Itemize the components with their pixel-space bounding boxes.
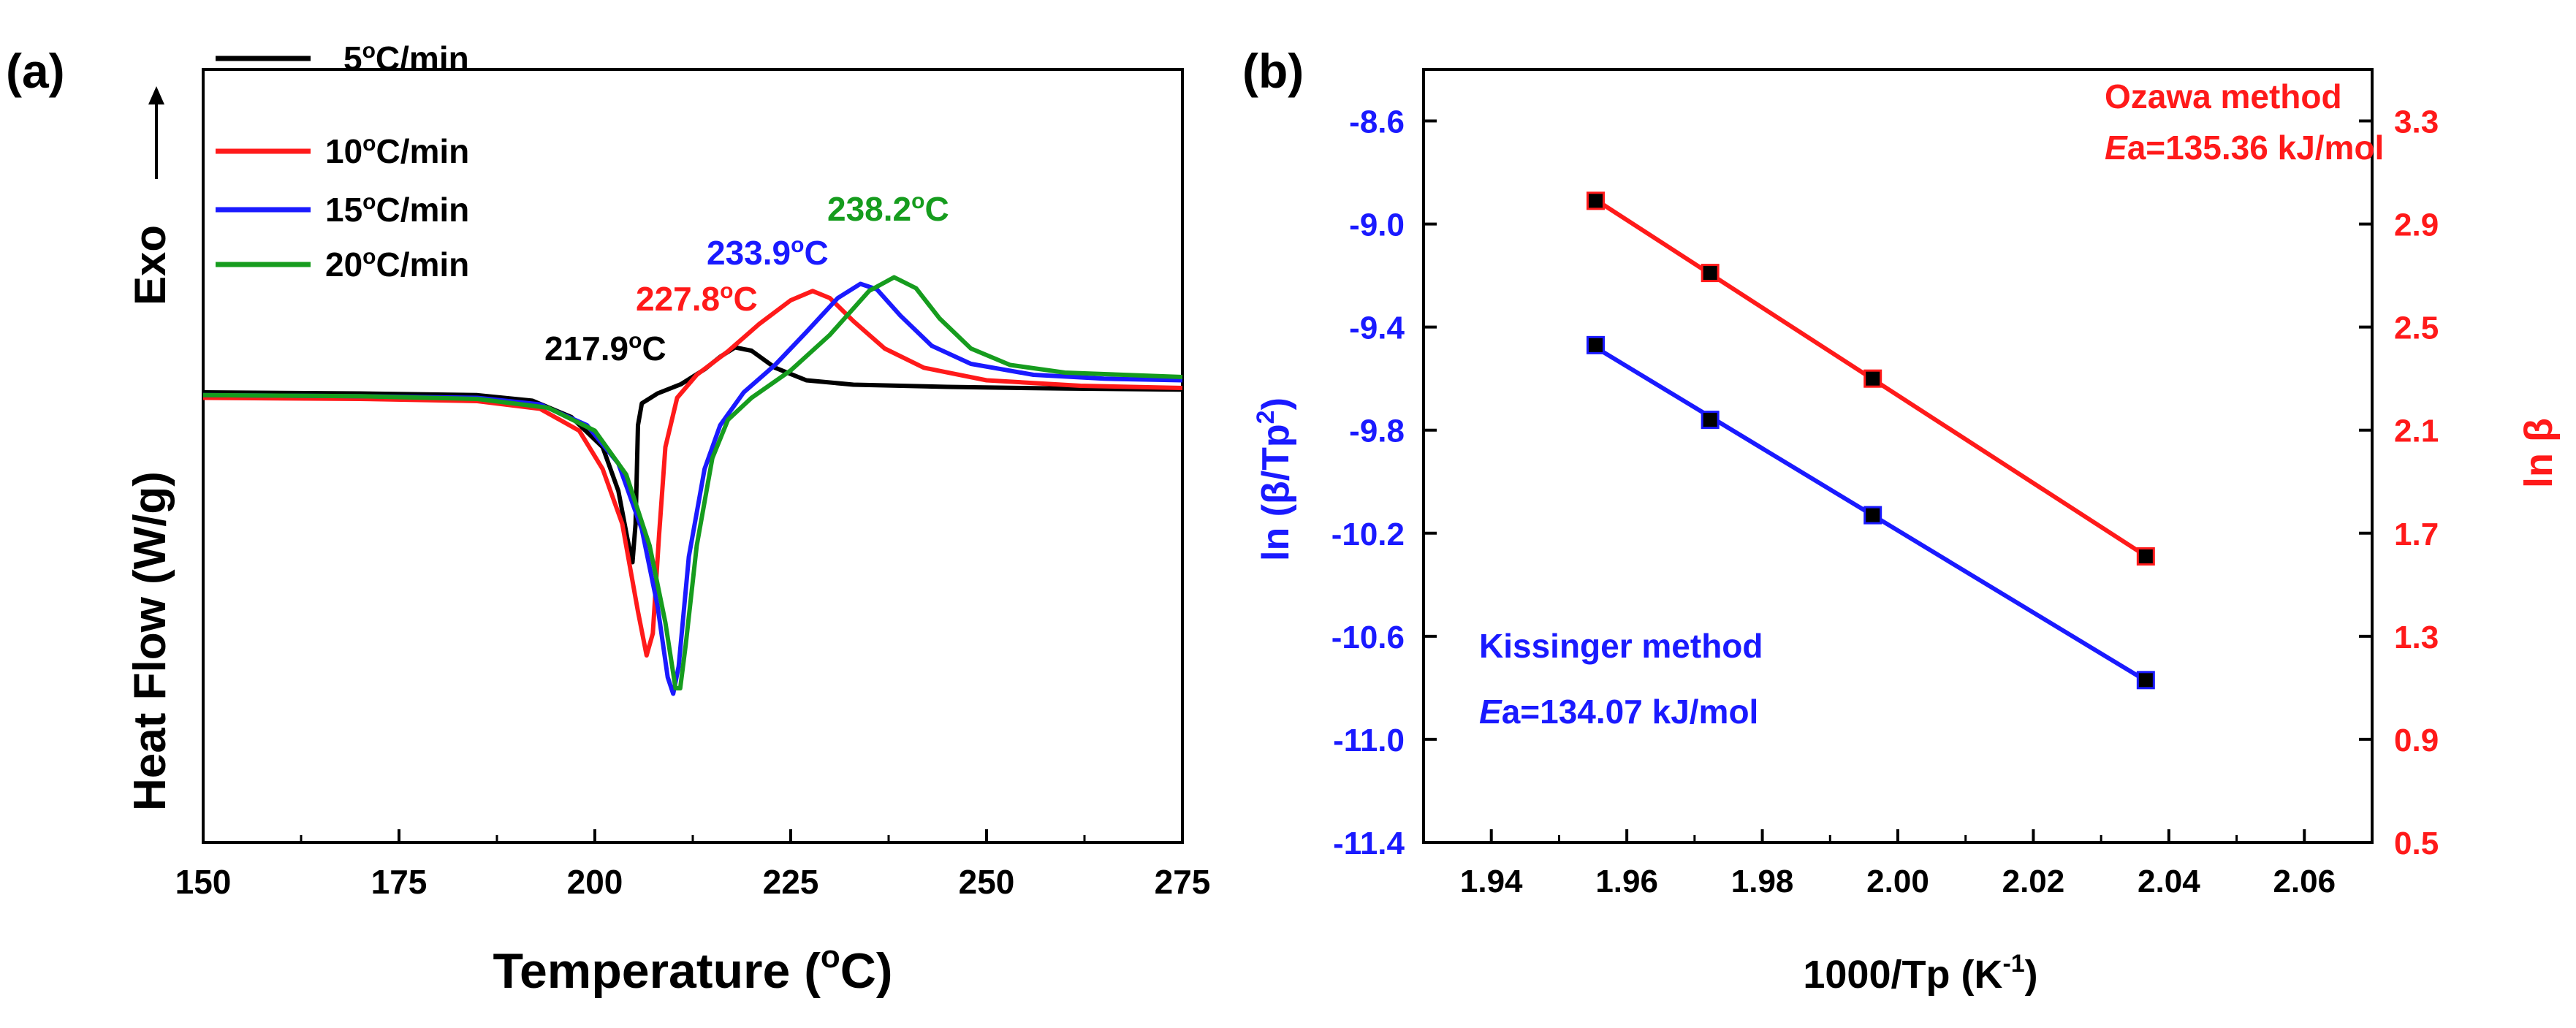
legend-label-20: 20oC/min	[325, 245, 469, 283]
x-tick-label: 2.00	[1866, 864, 1929, 899]
x-tick-label: 2.06	[2273, 864, 2336, 899]
ozawa-ea-label: Ea=135.36 kJ/mol	[2105, 129, 2384, 167]
x-tick-label: 200	[567, 863, 623, 901]
x-tick-label: 150	[175, 863, 232, 901]
legend-label-15: 15oC/min	[325, 190, 469, 229]
left-tick-label: -10.2	[1331, 517, 1405, 552]
peak-label-10: 227.8oC	[636, 279, 758, 318]
panel-b-right-axis-label: ln β	[2517, 418, 2561, 488]
right-tick-label: 1.3	[2394, 620, 2439, 655]
dsc-curve-20	[202, 275, 1183, 690]
left-tick-label: -8.6	[1349, 104, 1405, 140]
x-tick-label: 1.94	[1460, 864, 1523, 899]
right-tick-label: 1.7	[2394, 517, 2439, 552]
left-tick-label: -9.4	[1349, 311, 1405, 346]
left-tick-label: -9.0	[1349, 207, 1405, 243]
x-tick-label: 2.04	[2138, 864, 2200, 899]
panel-a-label: (a)	[6, 44, 65, 98]
panel-a-y-label: Heat Flow (W/g)	[125, 471, 175, 811]
peak-label-15: 233.9oC	[707, 233, 829, 272]
panel-b-left-ticks: -8.6 -9.0 -9.4 -9.8 -10.2 -10.6 -11.0 -11.4	[1331, 104, 1437, 861]
ozawa-data-point	[1701, 264, 1720, 283]
panel-b-kinetics-chart: (b) 1.94 1.96 1.98 2.00 2.02 2.04 2.06 -8.6 -9.…	[1242, 44, 2561, 997]
panel-a-x-label: Temperature (oC)	[493, 939, 892, 999]
kissinger-data-point	[1863, 506, 1882, 525]
kissinger-ea-label: Ea=134.07 kJ/mol	[1479, 693, 1758, 731]
panel-b-left-axis-label: ln (β/Tp2)	[1252, 397, 1297, 561]
left-tick-label: -11.0	[1333, 723, 1405, 758]
dsc-curve-15	[202, 281, 1183, 696]
x-tick-label: 175	[371, 863, 428, 901]
right-tick-label: 2.1	[2394, 414, 2439, 449]
panel-a-curves	[202, 275, 1183, 696]
ozawa-data-point	[2136, 547, 2155, 566]
x-tick-label: 275	[1155, 863, 1211, 901]
dsc-curve-10	[202, 289, 1183, 658]
ozawa-method-label: Ozawa method	[2105, 77, 2342, 115]
right-tick-label: 3.3	[2394, 104, 2439, 140]
x-tick-label: 1.96	[1595, 864, 1658, 899]
x-tick-label: 225	[763, 863, 819, 901]
exo-arrow-icon	[148, 86, 164, 104]
ozawa-data-point	[1863, 369, 1882, 388]
panel-a-dsc-chart: (a) 150 175 200 225 250 275 217.9oC 227.8oC 2…	[6, 39, 1210, 999]
legend-label-5: 5oC/min	[343, 39, 469, 77]
kissinger-data-point	[1586, 335, 1605, 354]
panel-a-plot-frame	[202, 68, 1184, 844]
panel-a-x-ticks: 150 175 200 225 250 275	[175, 829, 1211, 901]
legend-label-10: 10oC/min	[325, 132, 469, 170]
left-tick-label: -9.8	[1349, 414, 1405, 449]
left-tick-label: -10.6	[1331, 620, 1405, 655]
left-tick-label: -11.4	[1333, 826, 1405, 861]
right-tick-label: 0.9	[2394, 723, 2439, 758]
ozawa-data-point	[1586, 191, 1605, 210]
panel-b-series	[1586, 191, 2155, 690]
x-tick-label: 1.98	[1731, 864, 1794, 899]
x-tick-label: 2.02	[2002, 864, 2065, 899]
panel-b-label: (b)	[1242, 44, 1304, 98]
kissinger-data-point	[2136, 671, 2155, 690]
kissinger-method-label: Kissinger method	[1479, 627, 1763, 665]
panel-b-right-ticks: 3.3 2.9 2.5 2.1 1.7 1.3 0.9 0.5	[2359, 104, 2439, 861]
panel-b-x-label: 1000/Tp (K-1)	[1803, 950, 2037, 997]
kissinger-data-point	[1701, 411, 1720, 430]
panel-b-x-ticks: 1.94 1.96 1.98 2.00 2.02 2.04 2.06	[1460, 829, 2336, 899]
right-tick-label: 2.5	[2394, 311, 2439, 346]
peak-label-5: 217.9oC	[544, 329, 666, 368]
peak-label-20: 238.2oC	[827, 189, 949, 228]
right-tick-label: 0.5	[2394, 826, 2439, 861]
x-tick-label: 250	[959, 863, 1015, 901]
panel-a-legend: 5oC/min 10oC/min 15oC/min 20oC/min	[216, 39, 469, 283]
right-tick-label: 2.9	[2394, 207, 2439, 243]
exo-label: Exo	[126, 225, 175, 305]
